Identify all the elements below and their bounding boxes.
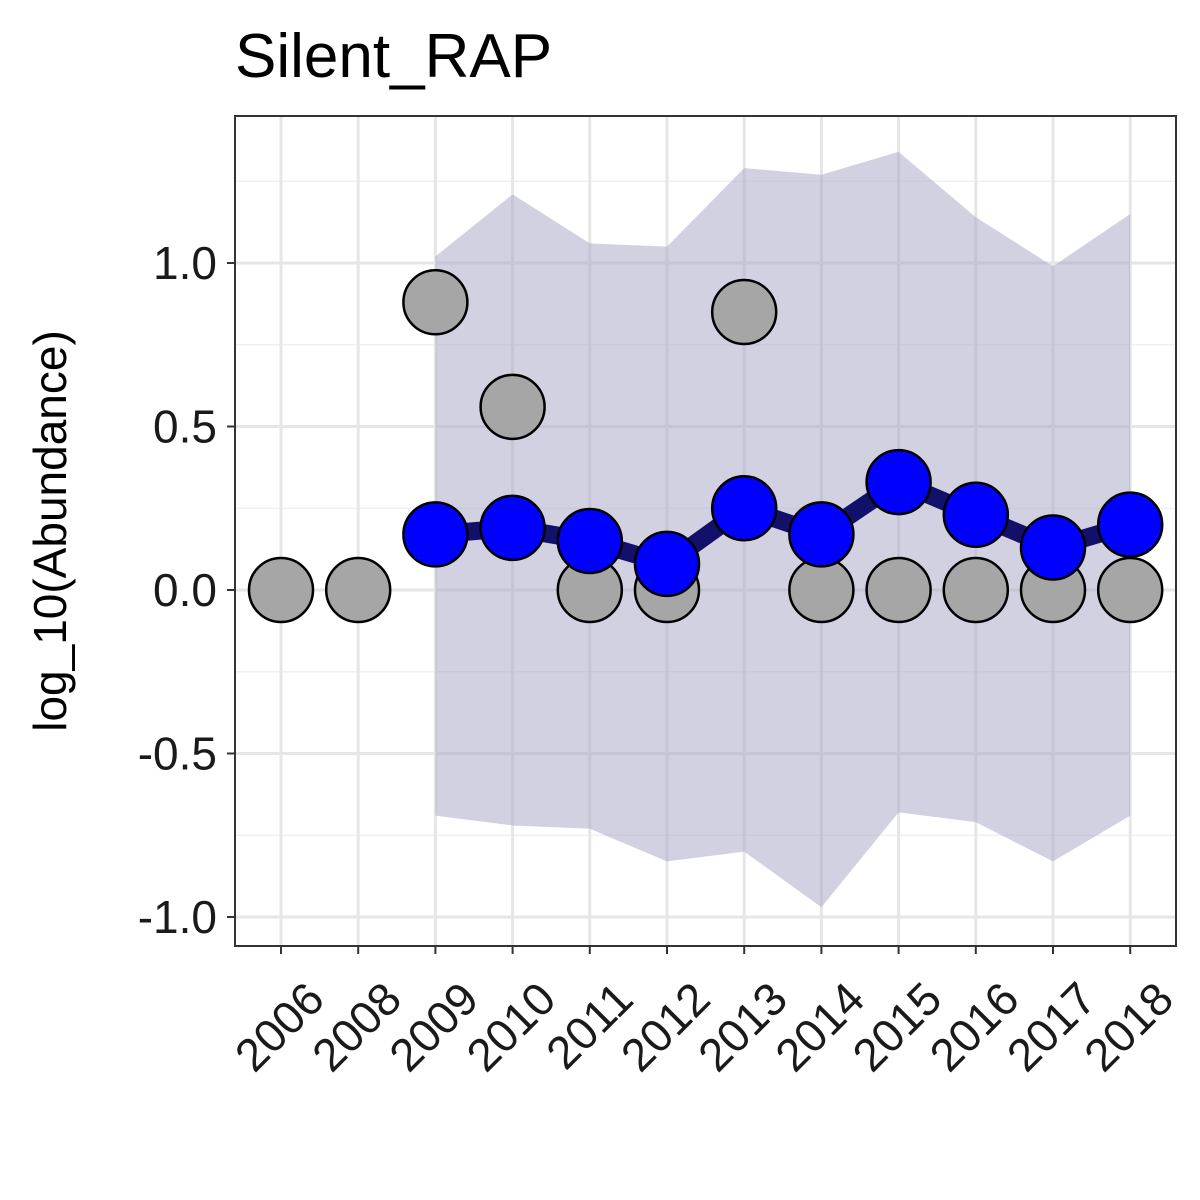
x-tick-label: 2012 (611, 972, 720, 1081)
y-tick-label: 1.0 (153, 237, 217, 289)
x-tick-label: 2008 (302, 972, 411, 1081)
estimate-point (402, 501, 469, 568)
y-axis-label: log_10(Abundance) (24, 330, 76, 732)
x-tick-label: 2013 (688, 972, 797, 1081)
observed-point (247, 556, 315, 624)
estimate-line (434, 473, 1133, 573)
estimate-point (1019, 514, 1087, 581)
chart-title: Silent_RAP (235, 22, 552, 91)
x-tick-label: 2018 (1074, 972, 1183, 1081)
observed-point (710, 278, 778, 346)
observed-point (865, 556, 932, 624)
estimate-point (942, 481, 1010, 549)
x-tick-label: 2009 (379, 972, 488, 1081)
estimate-point (710, 475, 778, 542)
x-tick-label: 2014 (765, 972, 874, 1081)
panel-border (234, 115, 1177, 947)
x-tick-label: 2017 (997, 972, 1106, 1081)
x-tick-label: 2011 (536, 972, 643, 1079)
estimate-point (633, 530, 701, 598)
observed-point (479, 373, 546, 441)
x-tick-label: 2006 (225, 972, 334, 1081)
x-tick-label: 2016 (919, 972, 1028, 1081)
y-tick-label: 0.5 (153, 401, 217, 453)
estimate-point (865, 448, 932, 516)
observed-point (402, 268, 469, 336)
estimate-point (479, 494, 546, 562)
estimate-point (1096, 491, 1164, 558)
y-tick-label: -0.5 (138, 728, 217, 780)
estimate-point (788, 501, 855, 568)
observed-point (942, 556, 1010, 624)
plot-area: 1.00.50.0-0.5-1.020062008200920102011201… (138, 115, 1183, 1081)
y-tick-label: 0.0 (153, 564, 217, 616)
x-tick-label: 2010 (456, 972, 565, 1081)
observed-point (324, 556, 392, 624)
estimate-point (556, 507, 624, 575)
observed-point (1096, 556, 1164, 624)
y-tick-label: -1.0 (138, 891, 217, 943)
x-tick-label: 2015 (842, 972, 951, 1081)
